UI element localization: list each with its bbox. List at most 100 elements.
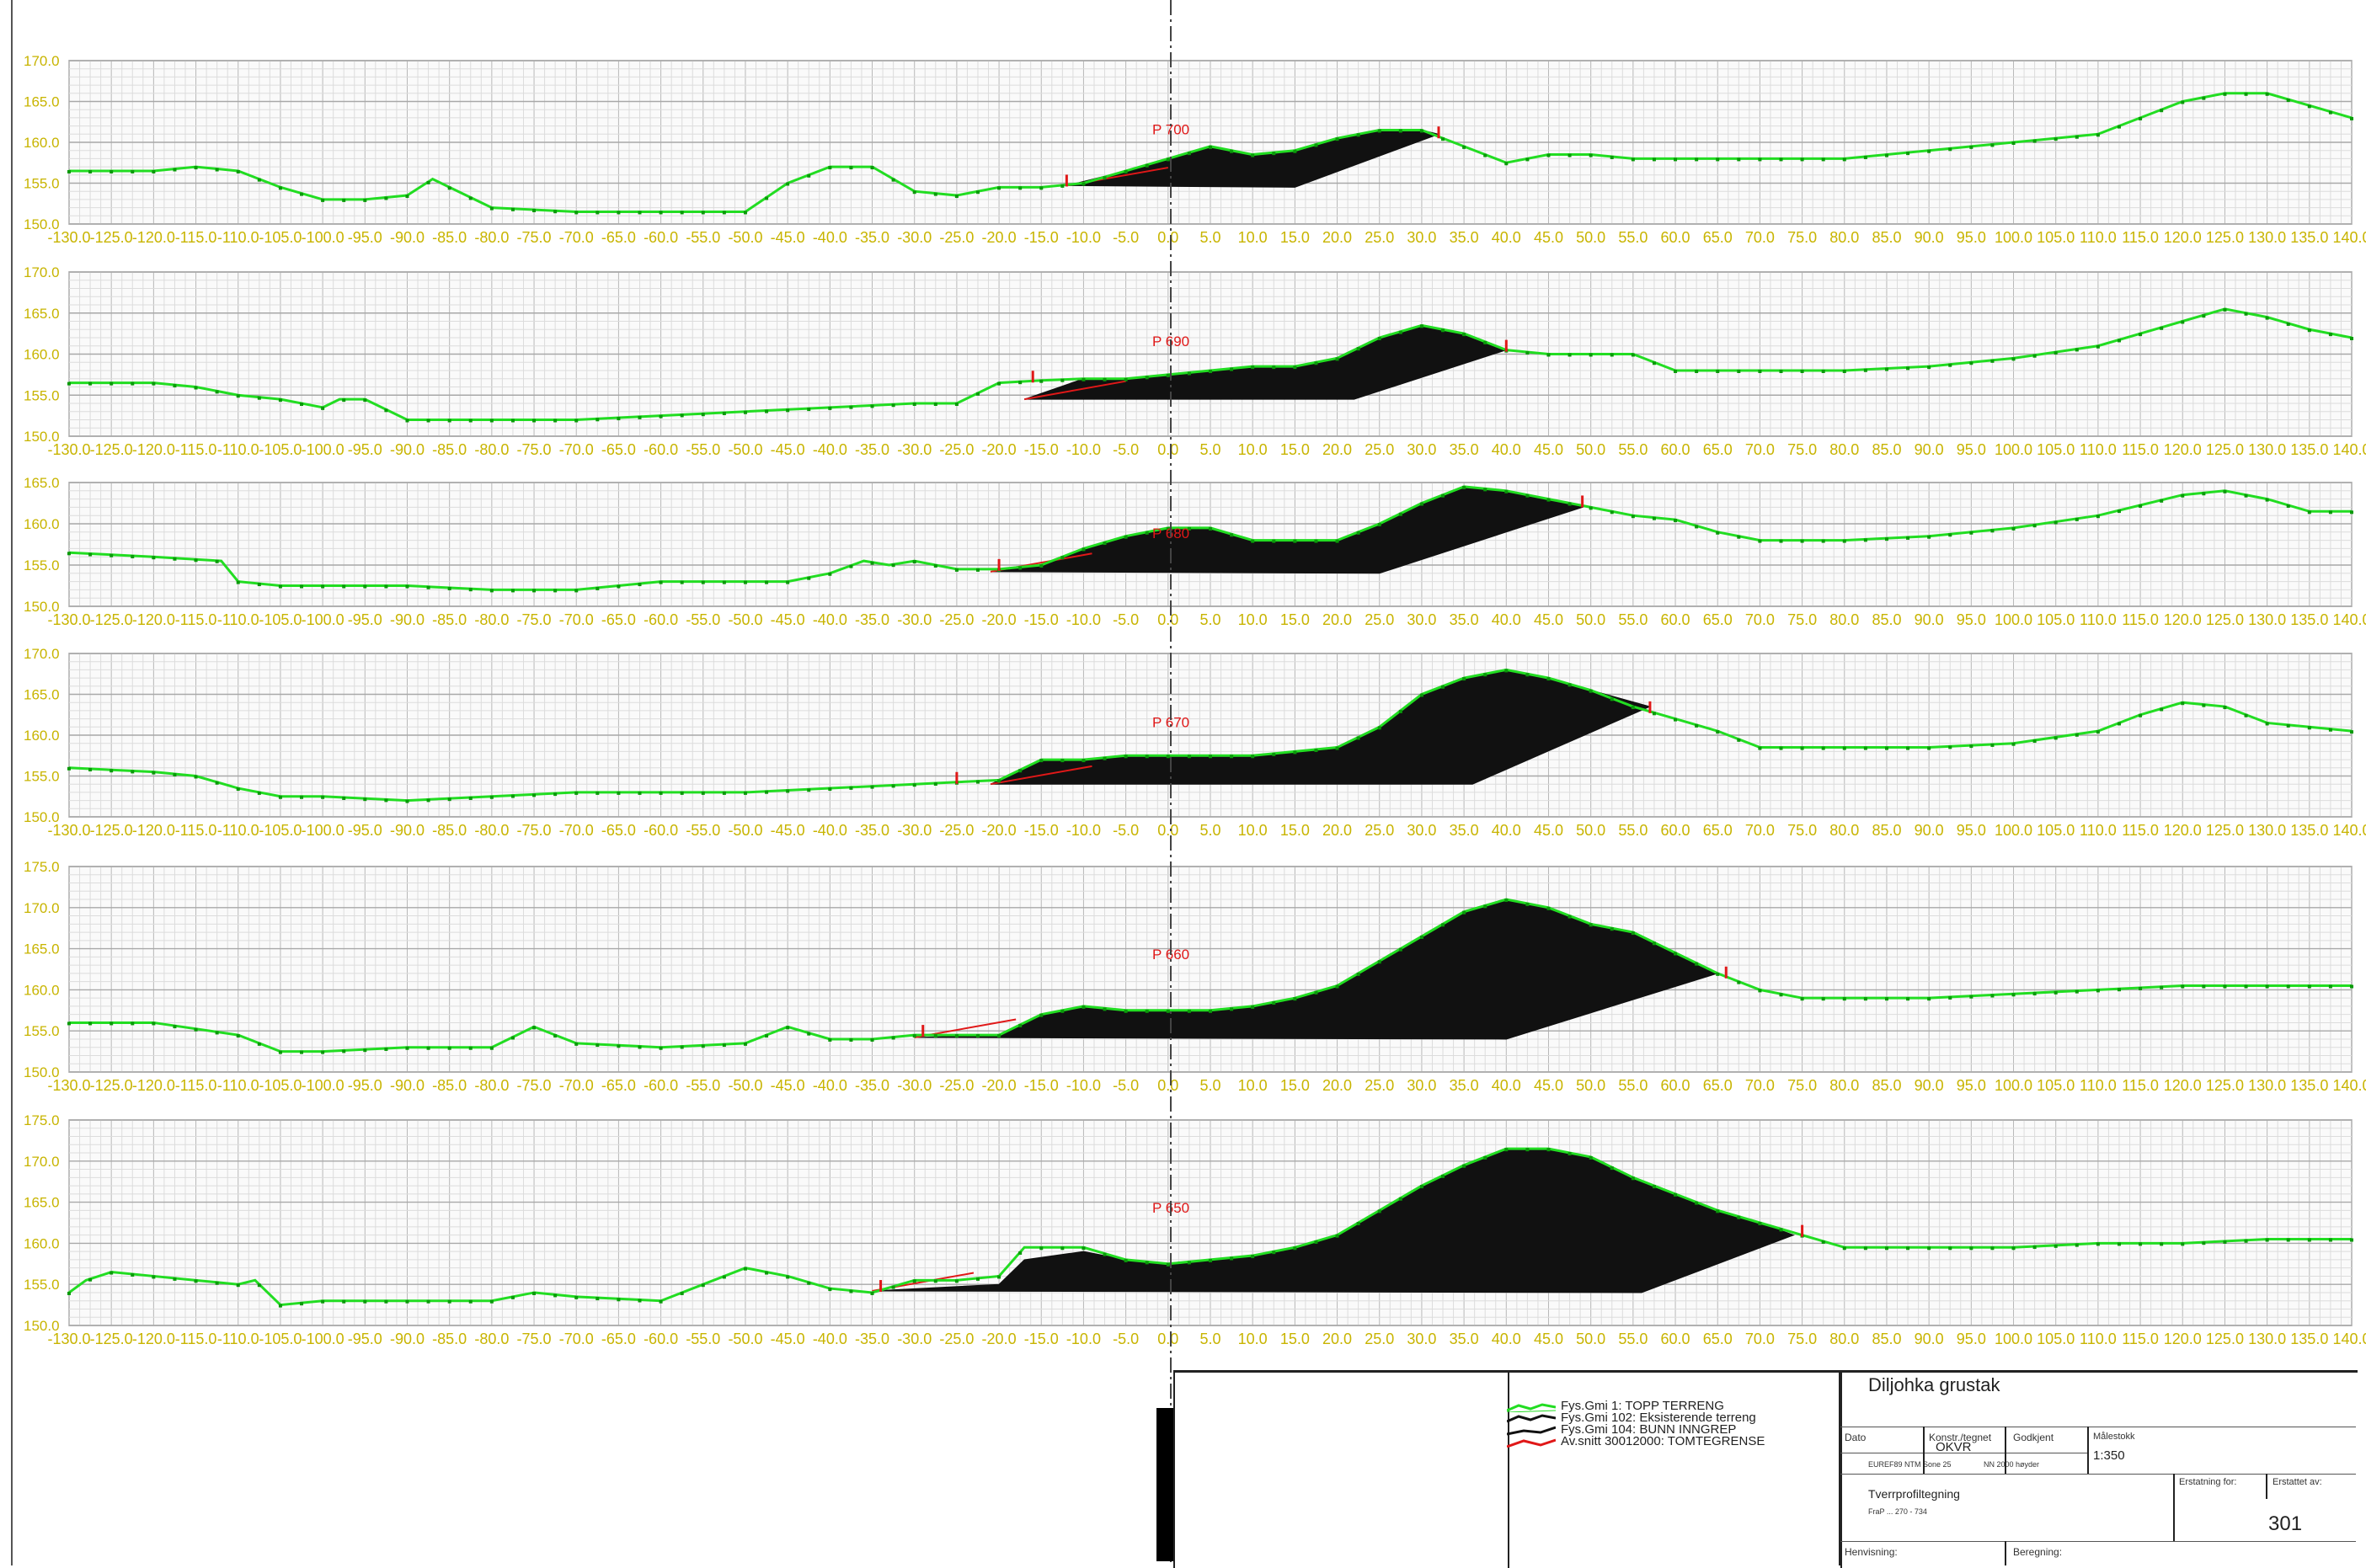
terrain-point [849, 166, 853, 170]
terrain-point [2096, 344, 2100, 349]
x-tick-label: 85.0 [1872, 441, 1901, 458]
terrain-point [1546, 353, 1551, 357]
terrain-point [2096, 730, 2100, 734]
beregning-label: Beregning: [2013, 1546, 2063, 1558]
terrain-point [109, 769, 114, 773]
terrain-point [997, 186, 1001, 190]
terrain-point [1419, 129, 1423, 133]
terrain-point [870, 166, 874, 170]
terrain-point [131, 770, 135, 774]
y-tick-label: 165.0 [24, 306, 60, 322]
terrain-point [489, 206, 494, 211]
terrain-point [743, 1267, 747, 1271]
terrain-point [933, 1279, 937, 1283]
x-tick-label: 115.0 [2122, 441, 2159, 458]
terrain-point [2139, 986, 2143, 990]
terrain-point [1927, 1246, 1931, 1251]
terrain-point [765, 409, 769, 413]
x-tick-label: -100.0 [302, 1331, 344, 1347]
title-block-divider [2266, 1474, 2267, 1499]
x-tick-label: -70.0 [559, 441, 594, 458]
x-tick-label: 60.0 [1661, 1331, 1690, 1347]
terrain-point [975, 190, 980, 195]
terrain-point [828, 406, 832, 410]
x-tick-label: 20.0 [1322, 229, 1352, 246]
terrain-point [1610, 353, 1614, 357]
dato-label: Dato [1845, 1432, 1867, 1443]
x-tick-label: 110.0 [2080, 822, 2117, 839]
terrain-point [236, 1283, 240, 1288]
terrain-point [1504, 162, 1509, 166]
x-tick-label: 35.0 [1450, 611, 1479, 628]
terrain-point [257, 1283, 261, 1288]
x-tick-label: -75.0 [517, 1077, 552, 1094]
terrain-point [342, 198, 346, 202]
terrain-point [109, 381, 114, 386]
legend-item: Fys.Gmi 102: Eksisterende terreng [1506, 1411, 1827, 1424]
x-tick-label: -75.0 [517, 1331, 552, 1347]
terrain-point [596, 418, 600, 422]
terrain-point [194, 1027, 198, 1032]
terrain-point [1800, 539, 1804, 543]
terrain-point [1124, 169, 1128, 173]
terrain-point [828, 1037, 832, 1042]
terrain-point [1758, 157, 1762, 162]
terrain-point [1589, 689, 1593, 693]
terrain-point [1377, 523, 1381, 526]
terrain-point [215, 781, 219, 785]
terrain-point [2011, 141, 2016, 145]
terrain-point [1504, 1148, 1509, 1152]
terrain-point [2286, 1238, 2290, 1242]
terrain-point [1398, 709, 1402, 713]
x-tick-label: -60.0 [644, 1077, 678, 1094]
terrain-point [1060, 1246, 1065, 1251]
terrain-point [1674, 1192, 1678, 1197]
terrain-point [489, 795, 494, 799]
x-tick-label: 25.0 [1365, 1331, 1394, 1347]
terrain-point [1927, 997, 1931, 1001]
terrain-point [1039, 379, 1044, 383]
terrain-point [1969, 995, 1973, 999]
terrain-point [173, 1277, 177, 1281]
x-tick-label: -5.0 [1113, 822, 1139, 839]
terrain-point [1187, 371, 1191, 376]
terrain-point [88, 381, 93, 386]
x-tick-label: -105.0 [259, 441, 302, 458]
terrain-point [1674, 717, 1678, 722]
x-tick-label: 15.0 [1280, 229, 1310, 246]
terrain-point [2286, 322, 2290, 326]
x-tick-label: -10.0 [1066, 611, 1101, 628]
y-tick-label: 175.0 [24, 859, 60, 875]
terrain-point [1652, 1185, 1656, 1189]
x-tick-label: -105.0 [259, 822, 302, 839]
terrain-point [912, 1279, 916, 1283]
terrain-point [2202, 492, 2206, 496]
x-tick-label: 20.0 [1322, 822, 1352, 839]
terrain-point [743, 580, 747, 584]
terrain-point [109, 1021, 114, 1026]
terrain-point [152, 771, 156, 775]
x-tick-label: -65.0 [601, 1331, 636, 1347]
terrain-point [680, 211, 684, 215]
x-tick-label: -90.0 [390, 229, 425, 246]
terrain-point [1483, 153, 1487, 157]
x-tick-label: -90.0 [390, 822, 425, 839]
terrain-point [1800, 370, 1804, 373]
x-tick-label: -55.0 [686, 822, 720, 839]
terrain-point [363, 797, 367, 802]
terrain-point [2181, 1242, 2185, 1246]
terrain-point [997, 1275, 1001, 1279]
x-tick-label: -95.0 [348, 822, 382, 839]
terrain-point [2181, 320, 2185, 324]
terrain-point [278, 186, 282, 190]
x-tick-label: -85.0 [432, 822, 467, 839]
terrain-point [67, 169, 71, 173]
x-tick-label: -50.0 [728, 822, 762, 839]
x-tick-label: 140.0 [2332, 441, 2366, 458]
terrain-point [342, 398, 346, 403]
terrain-point [2075, 517, 2079, 521]
terrain-point [152, 1021, 156, 1026]
x-tick-label: -130.0 [47, 441, 90, 458]
x-tick-label: 25.0 [1365, 1077, 1394, 1094]
x-tick-label: 70.0 [1745, 441, 1775, 458]
